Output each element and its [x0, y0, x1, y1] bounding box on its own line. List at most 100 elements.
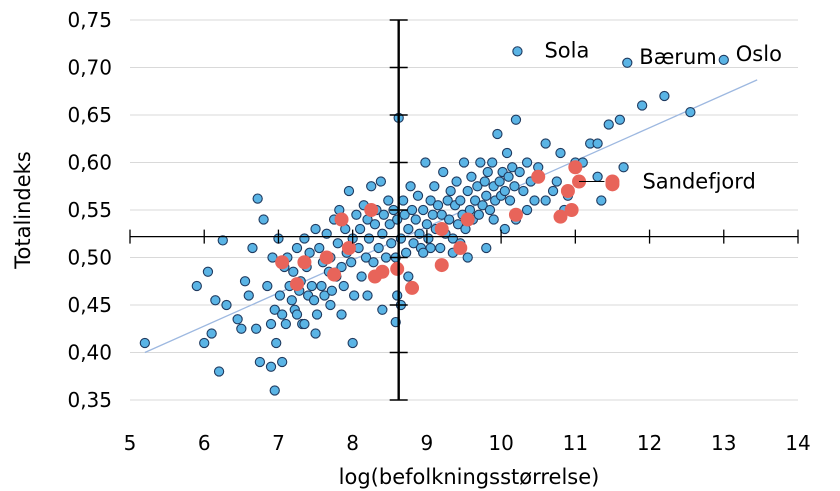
data-point [288, 266, 299, 277]
data-point [432, 200, 444, 211]
data-point [319, 290, 330, 301]
data-point [243, 290, 254, 301]
highlight-point [297, 255, 312, 270]
data-point [488, 214, 499, 225]
data-point [314, 242, 325, 254]
data-point [473, 209, 484, 220]
data-point [423, 233, 434, 244]
data-point [529, 195, 540, 206]
data-point [356, 271, 367, 282]
data-point [592, 171, 603, 182]
data-point [139, 337, 150, 349]
data-point [221, 299, 232, 311]
data-point [475, 157, 486, 168]
highlight-point [275, 255, 290, 270]
data-point [363, 233, 375, 244]
data-point [316, 280, 327, 292]
data-point [518, 185, 529, 197]
data-point [351, 209, 362, 220]
highlight-point [460, 212, 475, 227]
data-point [429, 181, 440, 192]
data-point [217, 235, 228, 246]
data-point [494, 176, 505, 187]
data-point [405, 181, 416, 192]
data-point [368, 257, 379, 268]
data-points [139, 90, 696, 396]
data-point [462, 252, 473, 263]
x-tick-label: 14 [785, 431, 810, 455]
data-point [592, 138, 603, 149]
data-point [685, 107, 696, 118]
data-point [338, 280, 349, 292]
data-point [346, 257, 357, 268]
y-axis-title: Totalindeks [11, 151, 35, 270]
data-point [360, 252, 372, 263]
data-point [375, 176, 387, 187]
data-point [501, 147, 513, 159]
annotation-label: Sandefjord [642, 170, 755, 194]
data-point [521, 157, 533, 168]
data-point [425, 242, 436, 254]
data-point [484, 204, 496, 216]
data-point [503, 171, 514, 182]
data-point [504, 195, 516, 206]
x-tick-label: 6 [198, 431, 211, 455]
data-point [306, 280, 317, 292]
data-point [618, 162, 629, 173]
x-tick-label: 5 [124, 431, 137, 455]
y-tick-label: 0,70 [67, 56, 112, 80]
data-point [311, 309, 323, 320]
data-point [336, 309, 347, 320]
data-point [455, 195, 466, 206]
data-point [347, 337, 358, 349]
y-tick-label: 0,35 [67, 388, 112, 412]
data-point [310, 328, 321, 339]
data-point [499, 185, 510, 197]
data-point [603, 119, 614, 130]
data-point [269, 385, 280, 396]
data-point [373, 242, 384, 254]
x-tick-label: 9 [421, 431, 434, 455]
data-point [540, 138, 551, 149]
data-point [438, 166, 449, 178]
data-point [271, 337, 282, 349]
data-point [236, 323, 247, 334]
data-point [462, 185, 473, 197]
data-point [199, 337, 210, 349]
highlight-point [319, 250, 334, 265]
data-point [435, 242, 446, 254]
data-point [507, 162, 518, 173]
x-tick-label: 7 [272, 431, 285, 455]
annotation-marker [718, 54, 729, 66]
data-point [436, 209, 447, 220]
y-tick-label: 0,65 [67, 103, 112, 127]
data-point [427, 209, 438, 220]
data-point [636, 100, 648, 111]
data-point [362, 290, 373, 301]
annotations: Sola Bærum Oslo Sandefjord [512, 38, 782, 194]
data-point [326, 285, 338, 296]
data-point [420, 157, 431, 168]
data-point [277, 356, 288, 368]
x-tick-label: 13 [711, 431, 736, 455]
data-point [445, 185, 456, 197]
data-point [366, 181, 377, 192]
data-point [555, 147, 566, 159]
data-point [380, 252, 392, 263]
data-point [254, 356, 266, 368]
y-tick-label: 0,45 [67, 293, 112, 317]
data-point [310, 223, 321, 235]
data-point [403, 271, 414, 282]
y-tick-label: 0,40 [67, 341, 112, 365]
data-point [521, 204, 533, 216]
data-point [202, 266, 214, 277]
highlight-point [453, 241, 468, 255]
data-point [308, 295, 320, 306]
data-point [332, 238, 343, 249]
data-point [383, 195, 394, 206]
data-point [412, 190, 424, 201]
x-axis-title: log(befolkningsstørrelse) [339, 465, 600, 489]
data-point [210, 295, 221, 306]
data-point [425, 195, 436, 206]
data-point [299, 318, 310, 330]
